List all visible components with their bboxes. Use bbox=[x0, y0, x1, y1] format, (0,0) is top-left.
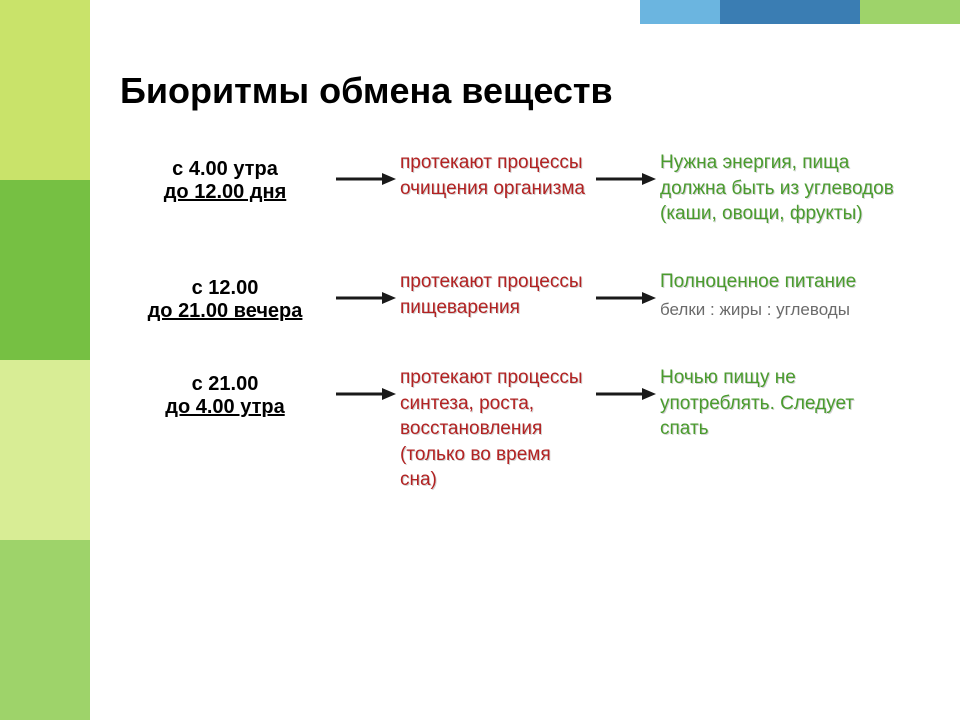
arrow-to-recommend bbox=[590, 365, 660, 401]
biorhythm-row: с 4.00 утрадо 12.00 дня протекают процесс… bbox=[120, 150, 940, 227]
arrow-to-process bbox=[330, 150, 400, 186]
biorhythm-row: с 12.00до 21.00 вечера протекают процессы… bbox=[120, 269, 940, 323]
time-line1: с 4.00 утра bbox=[120, 158, 330, 181]
recommendation-main: Ночью пищу не употреблять. Следует спать bbox=[660, 365, 900, 442]
page-title: Биоритмы обмена веществ bbox=[120, 70, 613, 112]
process-text: протекают процессы пищеварения bbox=[400, 269, 590, 320]
recommendation-main: Полноценное питание bbox=[660, 269, 900, 295]
time-range: с 12.00до 21.00 вечера bbox=[120, 269, 330, 323]
left-stripe-segment bbox=[0, 180, 90, 360]
process-text: протекают процессы очищения организма bbox=[400, 150, 590, 201]
recommendation: Ночью пищу не употреблять. Следует спать bbox=[660, 365, 900, 442]
left-stripe-segment bbox=[0, 540, 90, 720]
top-accent-bar bbox=[860, 0, 960, 24]
arrow-icon bbox=[334, 172, 396, 186]
biorhythm-row: с 21.00до 4.00 утра протекают процессы си… bbox=[120, 365, 940, 493]
time-line2: до 12.00 дня bbox=[120, 181, 330, 204]
time-line2: до 21.00 вечера bbox=[120, 300, 330, 323]
process-text: протекают процессы синтеза, роста, восст… bbox=[400, 365, 590, 493]
time-range: с 21.00до 4.00 утра bbox=[120, 365, 330, 419]
recommendation: Полноценное питание белки : жиры : углево… bbox=[660, 269, 900, 322]
arrow-to-recommend bbox=[590, 150, 660, 186]
recommendation-sub: белки : жиры : углеводы bbox=[660, 299, 900, 322]
arrow-to-process bbox=[330, 269, 400, 305]
arrow-icon bbox=[334, 291, 396, 305]
time-line2: до 4.00 утра bbox=[120, 396, 330, 419]
left-stripe-segment bbox=[0, 360, 90, 540]
top-accent-bar bbox=[720, 0, 860, 24]
arrow-to-process bbox=[330, 365, 400, 401]
content-rows: с 4.00 утрадо 12.00 дня протекают процесс… bbox=[120, 150, 940, 535]
arrow-icon bbox=[594, 387, 656, 401]
left-accent-stripe bbox=[0, 0, 90, 720]
arrow-icon bbox=[594, 291, 656, 305]
time-range: с 4.00 утрадо 12.00 дня bbox=[120, 150, 330, 204]
time-line1: с 21.00 bbox=[120, 373, 330, 396]
recommendation-main: Нужна энергия, пища должна быть из углев… bbox=[660, 150, 900, 227]
slide: Биоритмы обмена веществ с 4.00 утрадо 12… bbox=[0, 0, 960, 720]
recommendation: Нужна энергия, пища должна быть из углев… bbox=[660, 150, 900, 227]
arrow-to-recommend bbox=[590, 269, 660, 305]
arrow-icon bbox=[334, 387, 396, 401]
time-line1: с 12.00 bbox=[120, 277, 330, 300]
arrow-icon bbox=[594, 172, 656, 186]
top-accent-bar bbox=[640, 0, 720, 24]
left-stripe-segment bbox=[0, 0, 90, 180]
